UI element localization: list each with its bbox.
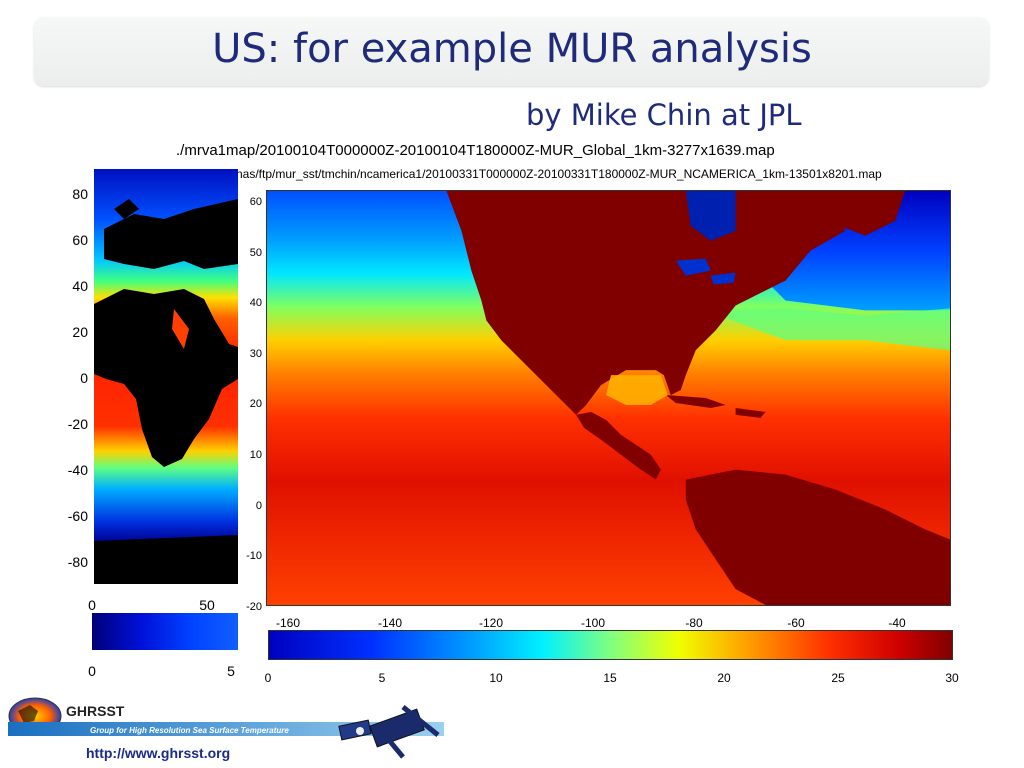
right-y-tick: 30 [249,348,262,360]
ghrsst-url-link[interactable]: http://www.ghrsst.org [86,745,231,761]
title-bar [34,17,989,86]
global-map-path: ./mrva1map/20100104T000000Z-20100104T180… [176,142,775,159]
ghrsst-logo: GHRSST Group for High Resolution Sea Sur… [8,697,444,759]
right-x-tick: -80 [685,616,703,630]
left-y-tick: -60 [67,508,88,524]
left-y-tick: 40 [72,278,88,294]
satellite-icon [338,705,440,759]
right-y-tick: -10 [246,550,262,562]
right-colorbar-tick: 0 [264,671,272,685]
right-x-tick: -60 [787,616,805,630]
right-x-tick: -100 [580,616,606,630]
right-y-tick: 20 [249,398,262,410]
right-y-tick: 60 [249,196,262,208]
slide-title: US: for example MUR analysis [212,26,812,72]
logo-text: GHRSST [66,703,125,719]
right-x-tick: -40 [888,616,906,630]
left-y-tick: 0 [80,370,88,386]
right-colorbar-tick: 25 [831,671,845,685]
right-y-tick: 0 [255,500,262,512]
regional-sst-map [266,190,951,606]
right-colorbar-tick: 15 [603,671,617,685]
left-colorbar [92,613,238,650]
left-x-tick: 0 [88,597,96,613]
left-y-tick: -20 [67,416,88,432]
left-colorbar-tick: 0 [88,663,96,679]
left-y-tick: -40 [67,462,88,478]
left-y-tick: 60 [72,232,88,248]
left-x-tick: 50 [199,597,215,613]
right-x-tick: -140 [377,616,403,630]
logo-tagline: Group for High Resolution Sea Surface Te… [90,726,289,735]
left-y-tick: 80 [72,186,88,202]
right-colorbar-tick: 10 [489,671,503,685]
right-x-tick: -120 [478,616,504,630]
right-y-tick: 40 [249,297,262,309]
right-colorbar [268,630,953,660]
regional-map-path: nas/ftp/mur_sst/tmchin/ncamerica1/201003… [236,167,882,181]
slide-subtitle: by Mike Chin at JPL [526,98,802,132]
right-colorbar-tick: 5 [378,671,386,685]
left-colorbar-tick: 5 [227,663,235,679]
right-colorbar-tick: 30 [945,671,959,685]
right-y-tick: -20 [246,601,262,613]
global-sst-map [94,169,238,584]
right-y-tick: 50 [249,247,262,259]
right-y-tick: 10 [249,449,262,461]
right-colorbar-tick: 20 [717,671,731,685]
right-x-tick: -160 [275,616,301,630]
left-y-tick: -80 [67,554,88,570]
left-y-tick: 20 [72,324,88,340]
